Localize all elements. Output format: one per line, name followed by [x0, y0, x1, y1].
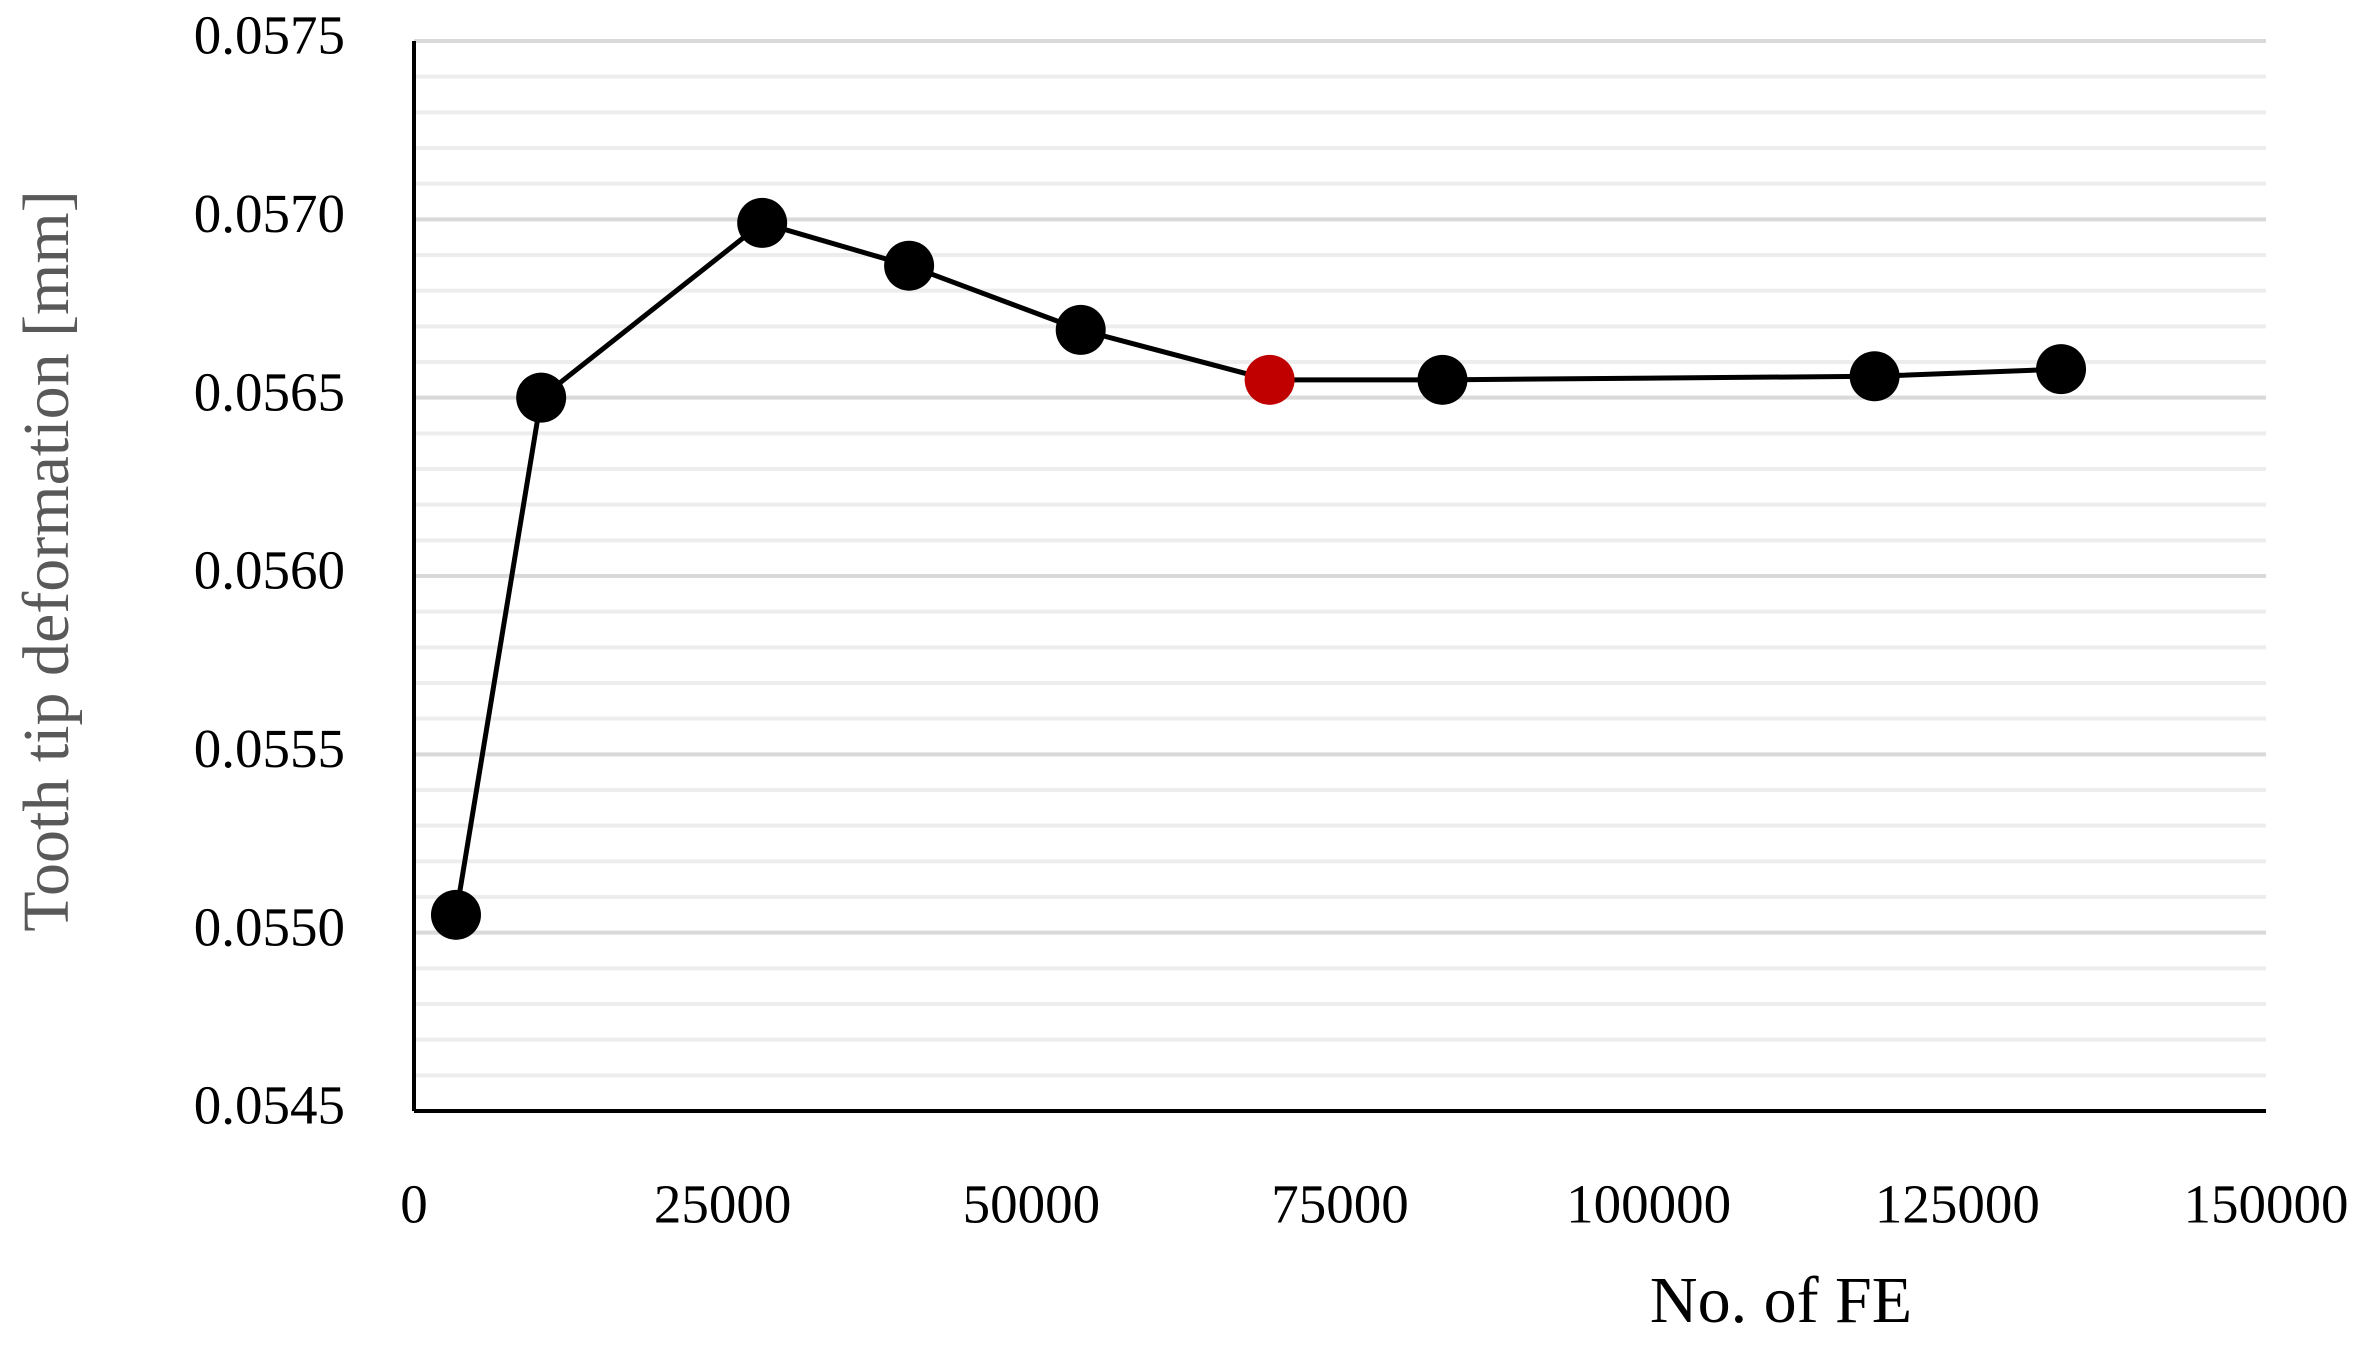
data-point [884, 240, 935, 291]
x-tick-label: 0 [400, 1174, 428, 1235]
data-point [1055, 304, 1106, 355]
data-point [1417, 354, 1468, 405]
y-tick-label: 0.0565 [194, 361, 345, 422]
y-tick-label: 0.0545 [194, 1075, 345, 1136]
x-tick-label: 125000 [1875, 1174, 2040, 1235]
x-tick-label: 100000 [1566, 1174, 1731, 1235]
y-axis-label: Tooth tip deformation [mm] [10, 190, 83, 931]
x-axis-label: No. of FE [1650, 1264, 1912, 1337]
data-point [2036, 344, 2087, 395]
y-tick-label: 0.0575 [194, 5, 345, 66]
data-point [430, 889, 481, 940]
data-point [737, 197, 788, 248]
x-tick-label: 150000 [2184, 1174, 2349, 1235]
x-tick-label: 50000 [963, 1174, 1101, 1235]
data-point [1849, 351, 1900, 402]
y-tick-label: 0.0560 [194, 540, 345, 601]
data-point [1244, 354, 1295, 405]
x-tick-label: 25000 [654, 1174, 792, 1235]
y-tick-label: 0.0555 [194, 718, 345, 779]
data-point [516, 372, 567, 423]
y-tick-label: 0.0550 [194, 896, 345, 957]
x-tick-label: 75000 [1271, 1174, 1409, 1235]
y-tick-label: 0.0570 [194, 183, 345, 244]
